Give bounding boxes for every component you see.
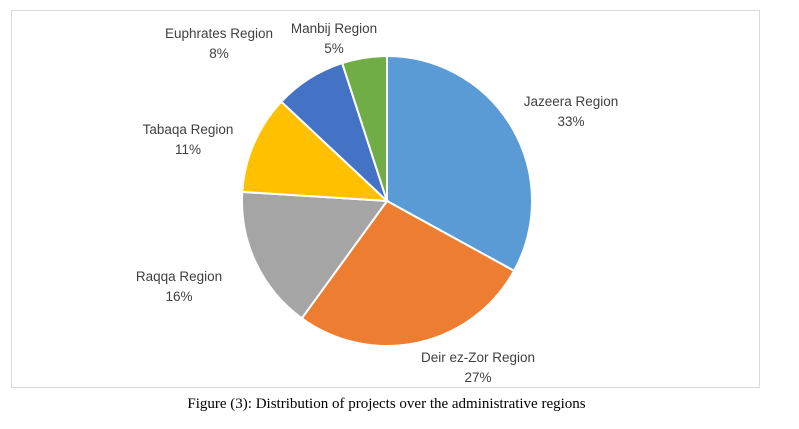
pie-slice-deir-ez-zor-region [300, 199, 516, 347]
pie-slice-raqqa-region [241, 190, 389, 320]
data-value-deir-ez-zor-region: 27% [464, 370, 491, 385]
pie-slice-tabaqa-region [241, 100, 390, 203]
data-value-manbij-region: 5% [324, 41, 344, 56]
data-value-tabaqa-region: 11% [175, 142, 201, 157]
pie-slice-manbij-region [340, 54, 388, 202]
data-label-manbij-region: Manbij Region [291, 21, 377, 36]
data-label-raqqa-region: Raqqa Region [136, 269, 222, 284]
data-value-jazeera-region: 33% [557, 114, 584, 129]
figure-caption: Figure (3): Distribution of projects ove… [187, 396, 586, 412]
chart-area: Jazeera Region 33% Deir ez-Zor Region 27% Ra… [11, 10, 760, 388]
pie-chart: Jazeera Region 33% Deir ez-Zor Region 27% Ra… [136, 21, 619, 385]
data-value-euphrates-region: 8% [209, 46, 229, 61]
data-label-tabaqa-region: Tabaqa Region [143, 122, 234, 137]
pie-slice-jazeera-region [386, 54, 533, 273]
data-label-euphrates-region: Euphrates Region [165, 26, 273, 41]
data-label-jazeera-region: Jazeera Region [524, 94, 619, 109]
data-value-raqqa-region: 16% [165, 289, 192, 304]
data-label-deir-ez-zor-region: Deir ez-Zor Region [421, 350, 535, 365]
